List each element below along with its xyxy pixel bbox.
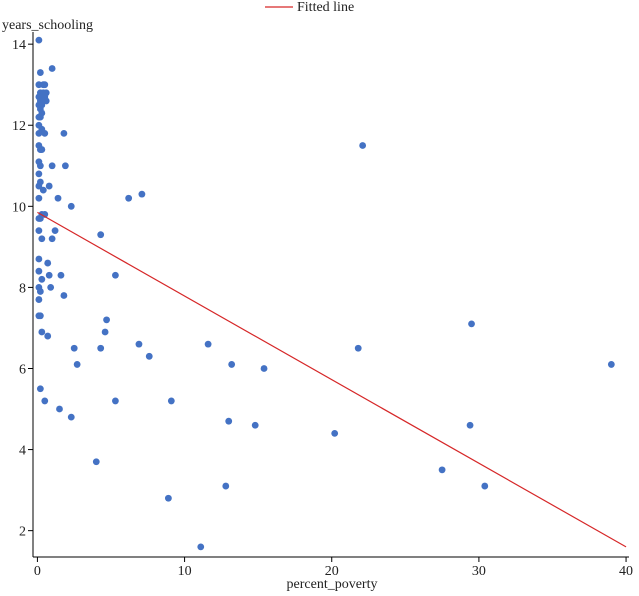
data-points (35, 36, 615, 551)
data-point (35, 255, 43, 263)
y-ticks: 2 4 6 8 10 12 14 (12, 38, 33, 540)
data-point (38, 275, 46, 283)
x-tick-label: 30 (472, 564, 486, 579)
data-point (38, 235, 46, 243)
data-point (35, 296, 43, 303)
data-point (41, 81, 49, 89)
fitted-line (37, 211, 627, 548)
data-point (57, 271, 65, 279)
data-point (47, 284, 55, 291)
data-point (466, 421, 474, 429)
data-point (48, 162, 56, 170)
data-point (35, 182, 43, 190)
data-point (44, 332, 52, 340)
data-point (197, 543, 205, 551)
data-point (145, 352, 153, 360)
data-point (51, 227, 59, 235)
data-point (35, 36, 43, 44)
axes (32, 32, 629, 558)
data-point (204, 340, 212, 348)
data-point (97, 231, 105, 239)
data-point (359, 142, 367, 149)
data-point (35, 227, 43, 235)
data-point (260, 365, 268, 372)
data-point (36, 162, 44, 170)
data-point (164, 494, 172, 502)
data-point (228, 361, 236, 368)
y-tick-label: 2 (19, 525, 26, 540)
data-point (48, 65, 56, 72)
y-tick-label: 12 (12, 119, 26, 134)
data-point (35, 194, 43, 202)
legend: Fitted line (265, 0, 354, 15)
data-point (36, 288, 44, 295)
data-point (112, 397, 119, 405)
data-point (41, 397, 49, 405)
data-point (35, 267, 43, 275)
data-point (112, 271, 119, 279)
x-tick-label: 10 (178, 564, 192, 579)
data-point (354, 344, 362, 352)
data-point (101, 328, 109, 336)
data-point (92, 458, 100, 466)
data-point (36, 69, 44, 76)
data-point (70, 344, 78, 352)
data-point (481, 482, 489, 490)
data-point (103, 316, 110, 324)
x-axis-title: percent_poverty (287, 577, 378, 592)
data-point (56, 405, 63, 413)
data-point (468, 320, 475, 328)
legend-label-fitted-line: Fitted line (297, 0, 354, 15)
x-tick-label: 0 (34, 564, 41, 579)
data-point (67, 202, 75, 210)
data-point (251, 421, 259, 429)
data-point (138, 190, 146, 198)
data-point (73, 361, 81, 368)
data-point (38, 146, 46, 153)
data-point (67, 413, 75, 421)
data-point (438, 466, 446, 474)
data-point (60, 292, 68, 299)
data-point (36, 312, 44, 320)
data-point (48, 235, 56, 243)
x-tick-label: 40 (619, 564, 633, 579)
data-point (36, 215, 44, 222)
data-point (222, 482, 230, 490)
data-point (125, 194, 133, 202)
data-point (36, 113, 44, 121)
y-tick-label: 10 (12, 200, 26, 215)
data-point (42, 97, 50, 105)
y-tick-label: 8 (19, 281, 26, 296)
x-tick-label: 20 (325, 564, 339, 579)
data-point (607, 361, 615, 368)
data-point (54, 194, 62, 202)
data-point (41, 129, 49, 137)
data-point (39, 186, 47, 194)
y-tick-label: 14 (12, 38, 26, 53)
x-ticks: 0 10 20 30 40 (34, 557, 633, 579)
data-point (35, 170, 43, 178)
data-point (60, 129, 68, 137)
y-tick-label: 4 (19, 444, 26, 459)
data-point (167, 397, 175, 405)
data-point (35, 129, 43, 137)
data-point (225, 417, 233, 425)
data-point (44, 259, 52, 267)
data-point (331, 429, 339, 437)
data-point (45, 271, 53, 279)
data-point (61, 162, 69, 170)
data-point (135, 340, 143, 348)
data-point (38, 328, 46, 336)
data-point (36, 385, 44, 393)
y-tick-label: 6 (19, 362, 26, 377)
y-axis-title: years_schooling (2, 18, 93, 33)
data-point (97, 344, 105, 352)
data-point (45, 182, 53, 190)
